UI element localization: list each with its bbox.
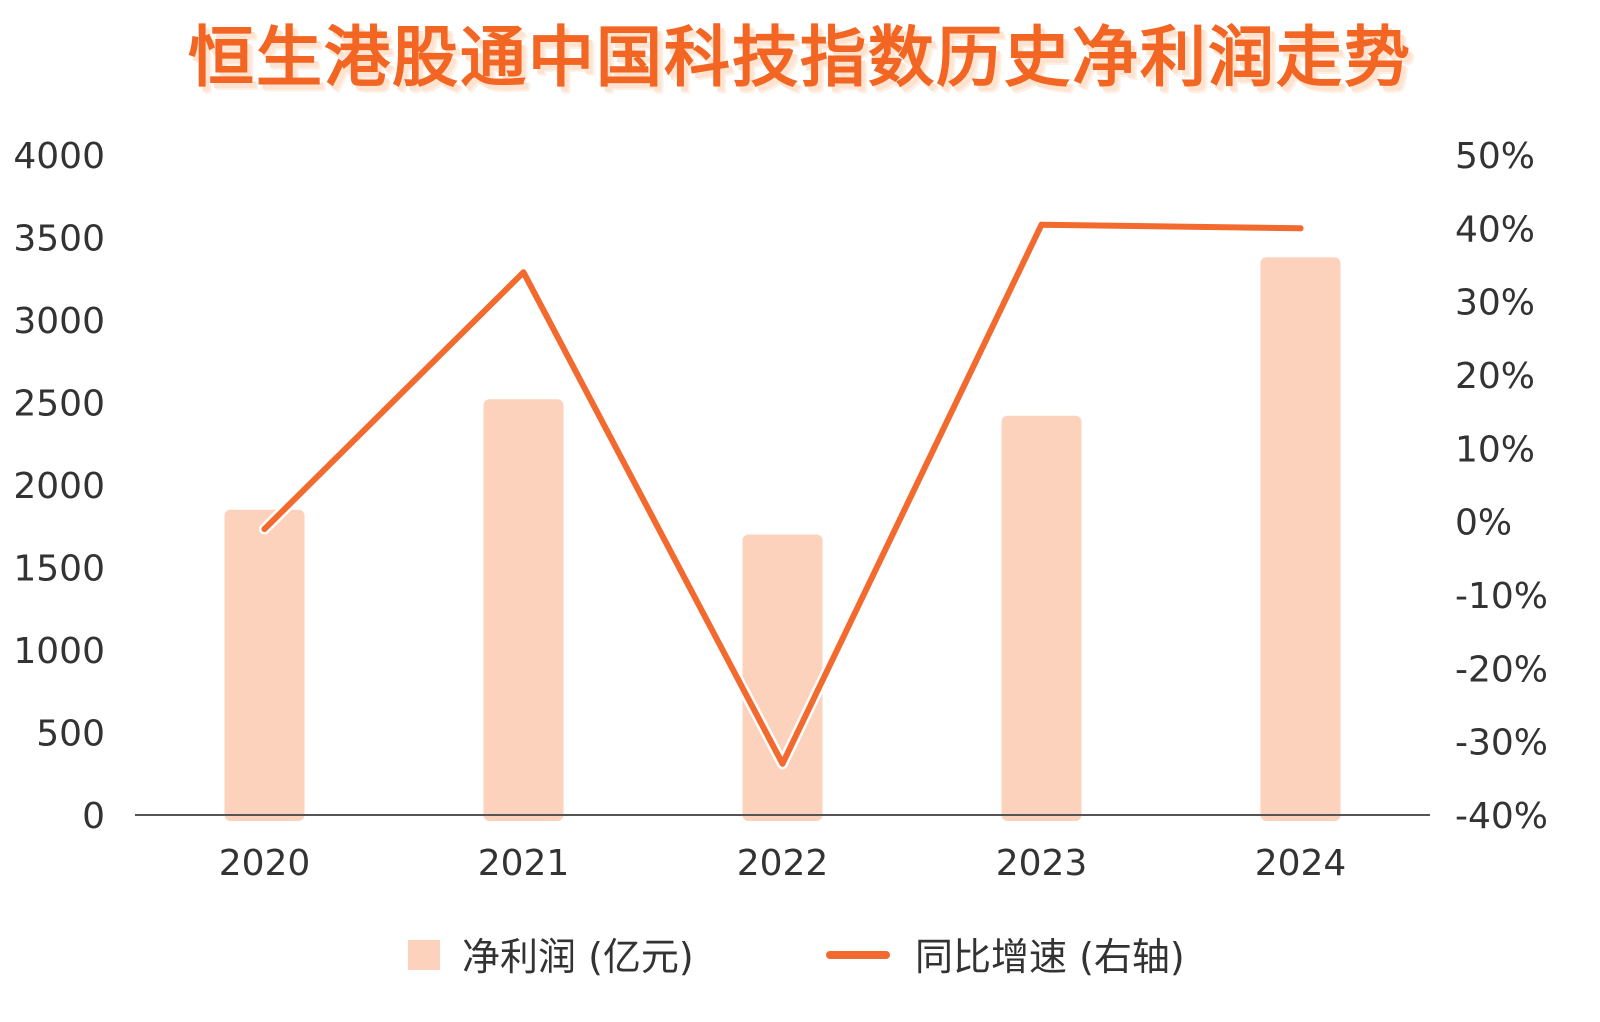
x-tick-label: 2023	[996, 843, 1088, 884]
x-axis: 2020 2021 2022 2023 2024	[219, 843, 1347, 884]
line-point-2022	[779, 760, 786, 767]
right-tick-label: -40%	[1455, 796, 1548, 837]
right-tick-label: -30%	[1455, 723, 1548, 764]
legend-bar-swatch	[408, 940, 440, 970]
right-tick-label: -20%	[1455, 649, 1548, 690]
bar-series	[224, 257, 1341, 821]
bar-2022	[742, 534, 823, 821]
x-tick-label: 2022	[737, 843, 829, 884]
left-tick-label: 1500	[13, 549, 105, 590]
line-point-2021	[520, 269, 527, 276]
left-tick-label: 3500	[13, 219, 105, 260]
right-tick-label: 40%	[1455, 209, 1535, 250]
left-tick-label: 2500	[13, 384, 105, 425]
line-point-2024	[1297, 225, 1304, 232]
right-axis: -40% -30% -20% -10% 0% 10% 20% 30% 40% 50%	[1455, 136, 1548, 837]
right-tick-label: 30%	[1455, 283, 1535, 324]
bar-2020	[224, 509, 305, 821]
left-tick-label: 3000	[13, 301, 105, 342]
right-tick-label: 0%	[1455, 503, 1512, 544]
line-point-2023	[1038, 221, 1045, 228]
line-series	[259, 219, 1306, 770]
left-tick-label: 0	[82, 796, 105, 837]
bar-2024	[1260, 257, 1341, 821]
legend: 净利润 (亿元) 同比增速 (右轴)	[408, 935, 1185, 979]
left-tick-label: 500	[36, 714, 105, 755]
left-tick-label: 4000	[13, 136, 105, 177]
legend-line-label: 同比增速 (右轴)	[915, 935, 1185, 979]
x-tick-label: 2021	[478, 843, 570, 884]
bar-2021	[483, 399, 564, 821]
right-tick-label: 50%	[1455, 136, 1535, 177]
right-tick-label: 20%	[1455, 356, 1535, 397]
left-tick-label: 2000	[13, 466, 105, 507]
left-axis: 0 500 1000 1500 2000 2500 3000 3500 4000	[13, 136, 105, 837]
left-tick-label: 1000	[13, 631, 105, 672]
bar-2023	[1001, 415, 1082, 821]
chart-title: 恒生港股通中国科技指数历史净利润走势	[188, 19, 1412, 96]
x-tick-label: 2020	[219, 843, 311, 884]
legend-bar-label: 净利润 (亿元)	[462, 935, 694, 979]
line-point-2020	[261, 526, 268, 532]
right-tick-label: -10%	[1455, 576, 1548, 617]
x-tick-label: 2024	[1255, 843, 1347, 884]
right-tick-label: 10%	[1455, 429, 1535, 470]
